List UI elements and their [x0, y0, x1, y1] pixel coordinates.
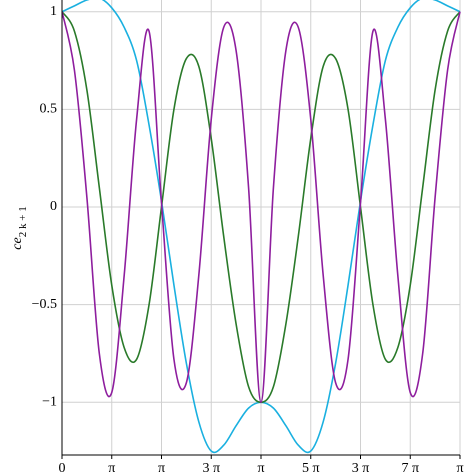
- x-tick-label: 5 π: [302, 461, 320, 474]
- y-tick-label: 1: [50, 4, 57, 19]
- x-tick-label: 3 π: [352, 461, 370, 474]
- x-tick-label: π: [456, 461, 463, 474]
- y-label-subscript: 2 k + 1: [17, 206, 29, 237]
- grid: [61, 0, 461, 455]
- y-tick-label: 0: [50, 199, 57, 214]
- x-tick-label: 7 π: [401, 461, 419, 474]
- y-tick-label: −1: [42, 394, 57, 409]
- plot-area: [62, 0, 461, 454]
- axes: −1 −0.5 0 0.5 1 0 π π 3 π π 5 π 3 π 7 π π: [32, 0, 464, 474]
- x-tick-label: π: [158, 461, 165, 474]
- series-line: [62, 11, 461, 404]
- y-axis-label: ce2 k + 1: [10, 206, 28, 249]
- y-label-main: ce: [10, 237, 25, 249]
- x-tick-label: π: [108, 461, 115, 474]
- x-tick-label: 3 π: [202, 461, 220, 474]
- x-tick-label: π: [257, 461, 264, 474]
- y-tick-label: 0.5: [40, 102, 58, 117]
- y-tick-label: −0.5: [32, 297, 57, 312]
- x-tick-label: 0: [59, 461, 66, 474]
